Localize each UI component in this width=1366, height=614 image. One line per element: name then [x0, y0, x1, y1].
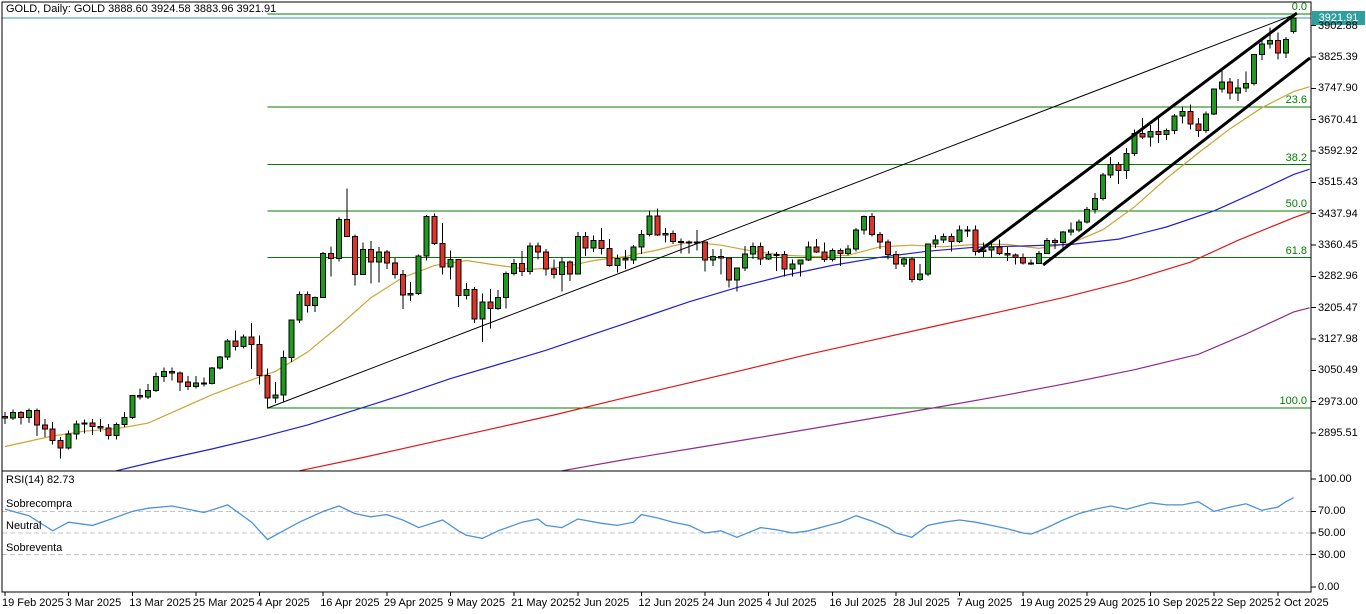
ma-line-sma200 [561, 307, 1310, 472]
candles-layer [2, 16, 1297, 459]
rsi-layer [2, 497, 1311, 556]
channel-upper [976, 11, 1298, 254]
moving-averages-layer [4, 86, 1310, 472]
ma-line-sma20 [4, 86, 1310, 448]
rsi-pane-border [1, 470, 1312, 593]
fib-diagonal [267, 13, 1297, 409]
trendlines-layer [267, 11, 1311, 409]
ma-line-sma50 [116, 168, 1310, 472]
frame-layer [1, 1, 1316, 596]
fibonacci-layer [267, 13, 1311, 409]
rsi-line [4, 497, 1294, 541]
ma-line-sma100 [299, 211, 1310, 472]
channel-lower [1042, 56, 1311, 267]
